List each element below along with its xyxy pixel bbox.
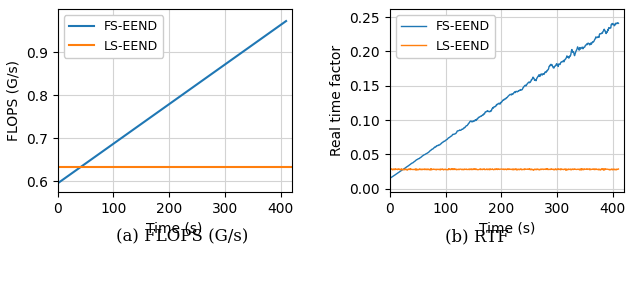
LS-EEND (193, 166, 201, 169)
X-axis label: Time (s): Time (s) (147, 221, 203, 235)
LS-EEND (288, 166, 296, 169)
LS-EEND (282, 166, 290, 169)
LS-EEND (246, 166, 253, 169)
LS-EEND (577, 168, 585, 172)
LS-EEND (386, 167, 394, 171)
LS-EEND (426, 168, 434, 172)
LS-EEND (445, 168, 452, 171)
FS-EEND (282, 19, 290, 23)
LS-EEND (539, 167, 547, 171)
FS-EEND (445, 136, 452, 140)
FS-EEND (426, 149, 434, 152)
Legend: FS-EEND, LS-EEND: FS-EEND, LS-EEND (64, 15, 163, 58)
Line: LS-EEND: LS-EEND (390, 169, 618, 170)
FS-EEND (490, 106, 497, 110)
LS-EEND (445, 167, 453, 170)
FS-EEND (189, 85, 197, 88)
LS-EEND (559, 167, 566, 171)
X-axis label: Time (s): Time (s) (479, 221, 535, 235)
Legend: FS-EEND, LS-EEND: FS-EEND, LS-EEND (396, 15, 495, 58)
LS-EEND (165, 166, 173, 169)
FS-EEND (521, 84, 529, 88)
Line: FS-EEND: FS-EEND (390, 23, 618, 178)
FS-EEND (386, 176, 394, 180)
Y-axis label: FLOPS (G/s): FLOPS (G/s) (6, 60, 20, 141)
Line: FS-EEND: FS-EEND (58, 21, 286, 183)
FS-EEND (164, 103, 172, 107)
FS-EEND (241, 49, 249, 52)
LS-EEND (54, 166, 61, 169)
LS-EEND (614, 167, 622, 171)
LS-EEND (180, 166, 188, 169)
FS-EEND (614, 21, 621, 25)
Text: (a) FLOPS (G/s): (a) FLOPS (G/s) (116, 229, 248, 245)
Y-axis label: Real time factor: Real time factor (330, 45, 344, 156)
FS-EEND (163, 104, 170, 108)
LS-EEND (490, 168, 497, 172)
LS-EEND (166, 166, 174, 169)
FS-EEND (614, 22, 622, 25)
Text: (b) RTF: (b) RTF (445, 229, 509, 245)
FS-EEND (54, 182, 61, 185)
LS-EEND (521, 168, 529, 171)
FS-EEND (177, 94, 185, 98)
FS-EEND (558, 60, 566, 64)
FS-EEND (539, 73, 547, 76)
FS-EEND (276, 23, 284, 27)
